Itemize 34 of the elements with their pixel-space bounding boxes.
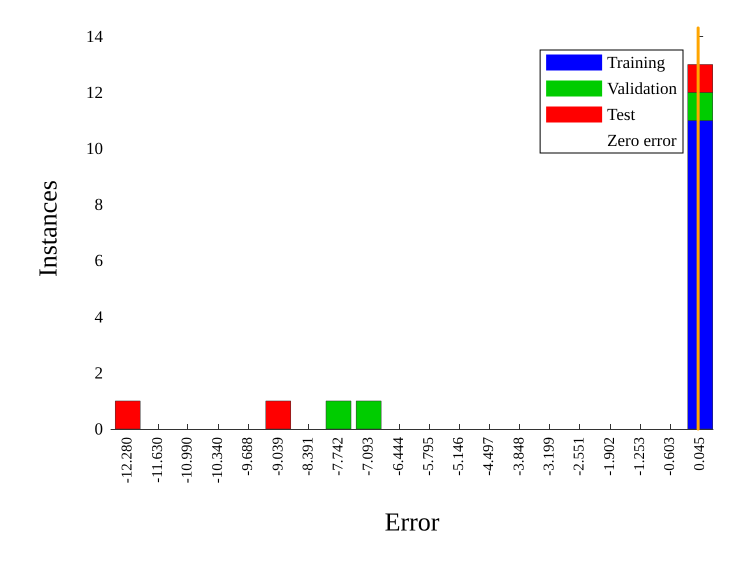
x-tick-label: -0.603 xyxy=(662,437,678,476)
legend-label: Test xyxy=(607,105,636,124)
x-tick-label: -3.848 xyxy=(511,437,528,476)
x-tick-label: -9.688 xyxy=(240,437,256,476)
x-tick-label: -2.551 xyxy=(572,437,588,476)
y-tick-label: 4 xyxy=(94,307,104,326)
x-tick-label: -10.340 xyxy=(210,437,226,484)
ref-line-label: Zero error xyxy=(607,131,677,150)
x-axis-title: Error xyxy=(384,508,440,536)
y-tick-label: 12 xyxy=(86,82,103,102)
x-tick-label: -12.280 xyxy=(120,437,136,484)
y-tick-label: 2 xyxy=(94,363,103,382)
x-tick-label: -1.902 xyxy=(602,437,618,476)
y-tick-label: 6 xyxy=(94,251,103,270)
x-tick-label: -11.630 xyxy=(150,437,166,483)
x-tick-label: -4.497 xyxy=(481,436,498,476)
x-tick-label: -5.795 xyxy=(420,437,437,476)
y-tick-label: 14 xyxy=(86,26,104,46)
legend-label: Training xyxy=(607,53,666,72)
x-tick-label: -1.253 xyxy=(632,437,648,476)
x-tick-label: -7.093 xyxy=(360,437,377,476)
y-tick-label: 10 xyxy=(86,139,103,158)
y-tick-label: 0 xyxy=(94,420,103,438)
x-tick-label: -5.146 xyxy=(451,436,468,476)
x-tick-label: -9.039 xyxy=(270,437,286,476)
x-tick-label: -8.391 xyxy=(300,437,316,476)
x-tick-label: -7.742 xyxy=(330,437,347,476)
x-tick-label: 0.045 xyxy=(692,437,708,471)
legend-label: Validation xyxy=(607,79,678,98)
x-tick-label: -10.990 xyxy=(180,437,196,484)
x-tick-label: -3.199 xyxy=(542,437,558,476)
x-tick-label: -6.444 xyxy=(390,436,407,476)
y-tick-label: 8 xyxy=(94,195,103,214)
y-axis-title: Instances xyxy=(34,180,62,277)
